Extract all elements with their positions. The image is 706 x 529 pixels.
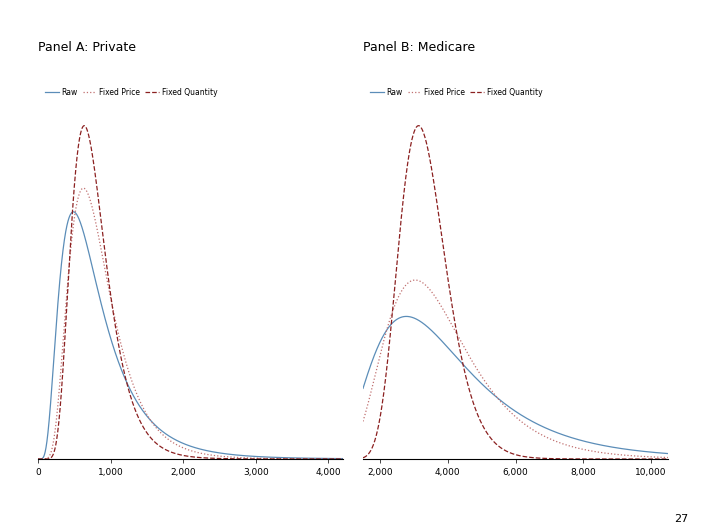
Text: 27: 27 — [674, 514, 688, 524]
Text: Spending Per Beneficiary with Fixed Prices and Quantities: Spending Per Beneficiary with Fixed Pric… — [8, 10, 556, 28]
Legend: Raw, Fixed Price, Fixed Quantity: Raw, Fixed Price, Fixed Quantity — [367, 85, 546, 100]
Text: Panel B: Medicare: Panel B: Medicare — [363, 41, 475, 54]
Legend: Raw, Fixed Price, Fixed Quantity: Raw, Fixed Price, Fixed Quantity — [42, 85, 220, 100]
Text: Panel A: Private: Panel A: Private — [38, 41, 136, 54]
